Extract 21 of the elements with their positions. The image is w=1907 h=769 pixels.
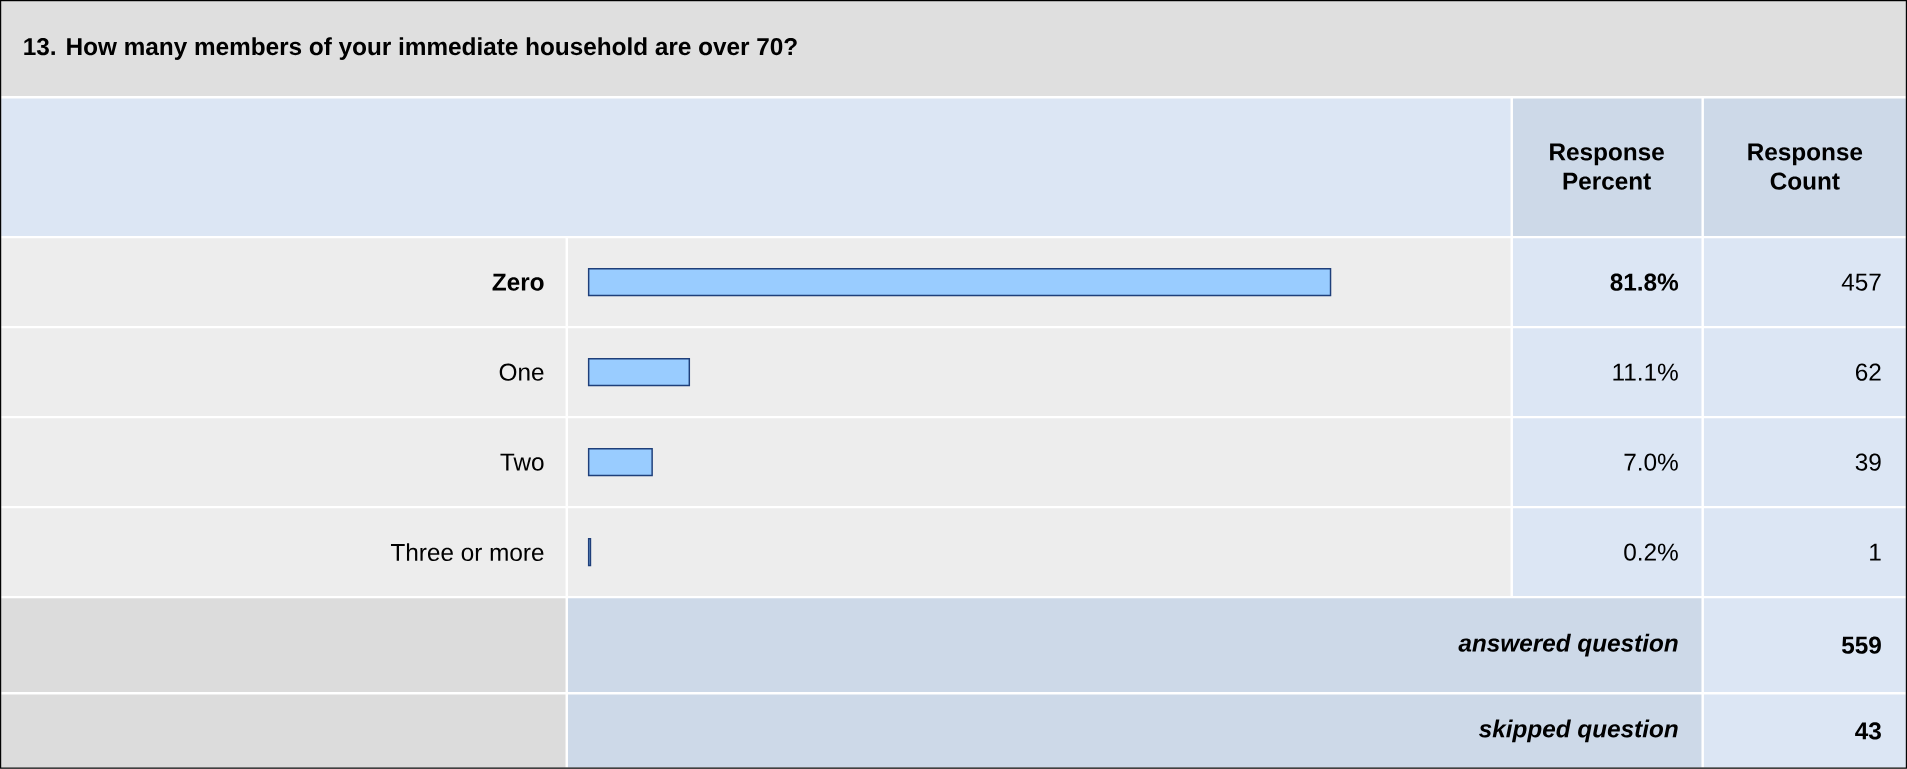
text: 457 [1841,273,1881,291]
text: 559 [1841,636,1881,654]
text: 43 [1855,722,1881,740]
text: 1 [1870,543,1881,561]
text: 39 [1855,453,1881,471]
data-label: 11.1% [1613,363,1678,381]
y-tick-label: Zero [492,273,544,291]
text: Response Count [1748,143,1863,190]
data-label: 7.0% [1624,453,1678,471]
y-tick-label: Three or more [390,543,544,562]
bar [587,448,653,477]
data-label: 0.2% [1624,543,1678,561]
y-tick-label: Two [500,453,544,471]
text: 62 [1856,363,1881,381]
text: answered question [1458,634,1678,657]
data-label: 81.8% [1610,273,1679,291]
chart-title: 13. How many members of your immediate household are over 70? [24,37,797,61]
text: Response Percent [1550,143,1664,190]
y-tick-label: One [499,363,544,381]
text: skipped question [1478,719,1678,743]
bar [587,358,691,387]
